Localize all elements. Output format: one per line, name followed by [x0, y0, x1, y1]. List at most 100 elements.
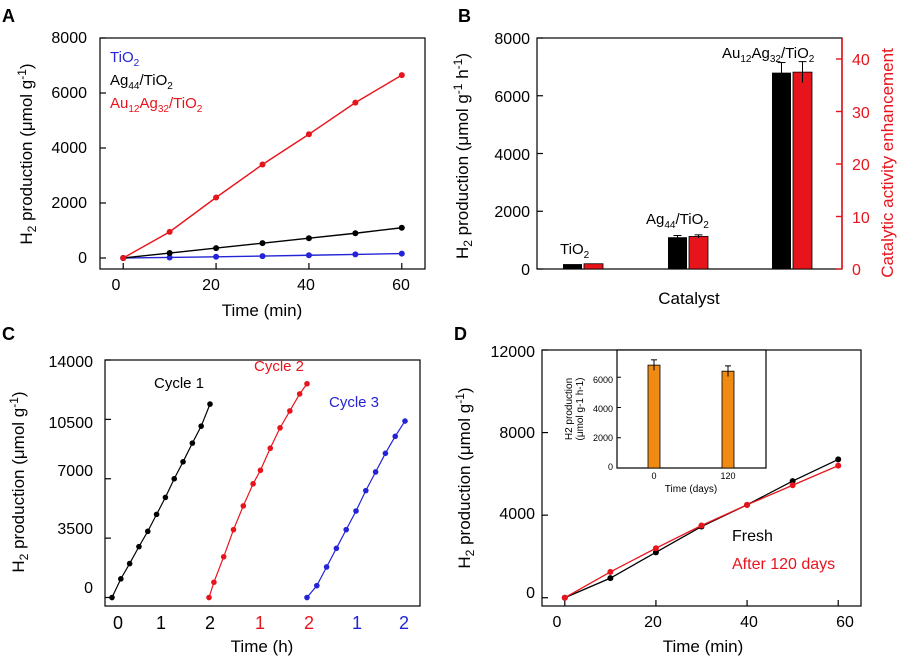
panel-d-y-ticks [542, 349, 548, 599]
panel-a-xtick-label: 0 [112, 277, 121, 294]
panel-c-letter: C [2, 324, 15, 344]
data-point [180, 458, 186, 465]
data-point [835, 462, 842, 469]
panel-a-ytick-label: 2000 [51, 195, 87, 212]
data-point [402, 418, 408, 424]
panel-b: B 0 2000 4000 6000 8000 0 10 20 30 40 Ti… [451, 6, 897, 308]
inset-xtick-label: 120 [720, 471, 735, 481]
panel-a: A 0 2000 4000 6000 8000 0 20 40 60 Time … [2, 6, 426, 320]
panel-a-frame [99, 37, 426, 270]
data-point [607, 575, 614, 582]
panel-c-ytick-label: 10500 [49, 415, 94, 432]
data-point [382, 450, 389, 457]
data-point [166, 228, 173, 235]
panel-d: D 0 4000 8000 12000 0 20 40 60 Time (min… [453, 324, 862, 656]
panel-b-category-label: Ag44/TiO2 [646, 211, 709, 231]
panel-c-x-axis-label: Time (h) [231, 637, 294, 656]
data-point [267, 445, 274, 452]
data-point [153, 511, 160, 518]
panel-b-ytick-label: 8000 [494, 31, 530, 48]
panel-c: C 0 3500 7000 10500 14000 0 1 2 1 2 1 2 … [2, 324, 421, 656]
panel-c-xtick-label: 2 [399, 613, 409, 633]
panel-c-xtick-label: 1 [255, 613, 265, 633]
panel-a-ytick-label: 4000 [51, 140, 87, 157]
panel-a-y-axis-label: H2 production (μmol g-1) [15, 63, 39, 244]
panel-c-frame [104, 359, 421, 607]
panel-c-y-ticks [105, 359, 111, 599]
inset-ytick-label: 0 [608, 462, 613, 472]
panel-d-xtick-label: 60 [836, 614, 854, 631]
series-line [208, 383, 308, 598]
data-point [144, 528, 151, 535]
data-point [652, 549, 659, 556]
panel-d-xtick-label: 40 [740, 614, 758, 631]
inset-frame [616, 349, 767, 469]
panel-a-letter: A [2, 6, 15, 26]
panel-b-ytick-label: 2000 [494, 204, 530, 221]
data-point [166, 254, 173, 261]
panel-c-xtick-label: 1 [156, 613, 166, 633]
inset-x-axis-label: Time (days) [665, 484, 717, 495]
cycle-3-label: Cycle 3 [329, 394, 379, 411]
data-point [206, 594, 212, 601]
inset-ticks [617, 376, 621, 469]
panel-a-legend: TiO2 Ag44/TiO2 Au12Ag32/TiO2 [110, 49, 203, 115]
data-point [398, 224, 405, 231]
bar [563, 264, 582, 269]
panel-d-ytick-label: 4000 [499, 506, 535, 523]
data-point [162, 494, 169, 501]
data-point [213, 245, 220, 252]
panel-c-xtick-label: 1 [352, 613, 362, 633]
legend-entry: Ag44/TiO2 [110, 72, 173, 92]
panel-b-right-tick-label: 0 [852, 262, 861, 279]
data-point [207, 401, 213, 407]
panel-a-x-axis-label: Time (min) [222, 301, 303, 320]
panel-d-x-axis-label: Time (min) [663, 637, 744, 656]
cycle-2-label: Cycle 2 [254, 358, 304, 375]
inset-bar [647, 364, 661, 469]
series-line [111, 403, 211, 598]
panel-c-xtick-label: 2 [304, 613, 314, 633]
panel-a-y-ticks [100, 37, 106, 259]
panel-c-y-axis-label: H2 production (μmol g-1) [7, 391, 31, 572]
data-point [277, 425, 283, 431]
panel-a-xtick-label: 20 [202, 277, 220, 294]
inset-bars [647, 359, 735, 469]
data-point [835, 456, 842, 463]
inset-y-axis-label-line2: (μmol g-1 h-1) [575, 378, 586, 441]
data-point [250, 481, 256, 487]
data-point [211, 579, 217, 586]
data-point [109, 594, 115, 601]
panel-c-xtick-label: 0 [113, 613, 123, 633]
legend-entry: TiO2 [110, 49, 140, 69]
data-point [398, 72, 405, 79]
data-point [213, 194, 220, 201]
panel-d-xtick-label: 0 [553, 614, 562, 631]
inset-xtick-label: 0 [651, 471, 656, 481]
panel-c-series [109, 380, 408, 601]
data-point [287, 408, 293, 414]
data-point [126, 560, 133, 567]
panel-c-xtick-label: 2 [205, 613, 215, 633]
data-point [372, 469, 379, 475]
data-point [352, 251, 359, 258]
panel-b-right-tick-label: 10 [852, 210, 870, 227]
legend-after-120-days: After 120 days [732, 556, 835, 573]
data-point [118, 576, 124, 582]
panel-b-y-axis-label: H2 production (μmol g-1 h-1) [451, 53, 475, 259]
data-point [789, 478, 796, 485]
panel-b-bars [563, 61, 813, 270]
data-point [398, 250, 405, 257]
data-point [305, 235, 312, 242]
data-point [363, 487, 369, 494]
data-point [304, 380, 310, 387]
data-point [353, 508, 359, 514]
legend-entry: Au12Ag32/TiO2 [110, 95, 203, 115]
data-point [136, 543, 142, 550]
panel-a-ytick-label: 6000 [51, 85, 87, 102]
data-point [305, 131, 312, 138]
panel-b-category-label: TiO2 [560, 241, 590, 261]
inset-y-axis-label-line1: H2 production [564, 378, 575, 440]
panel-d-x-ticks [564, 600, 839, 606]
inset-ytick-label: 4000 [593, 404, 613, 414]
